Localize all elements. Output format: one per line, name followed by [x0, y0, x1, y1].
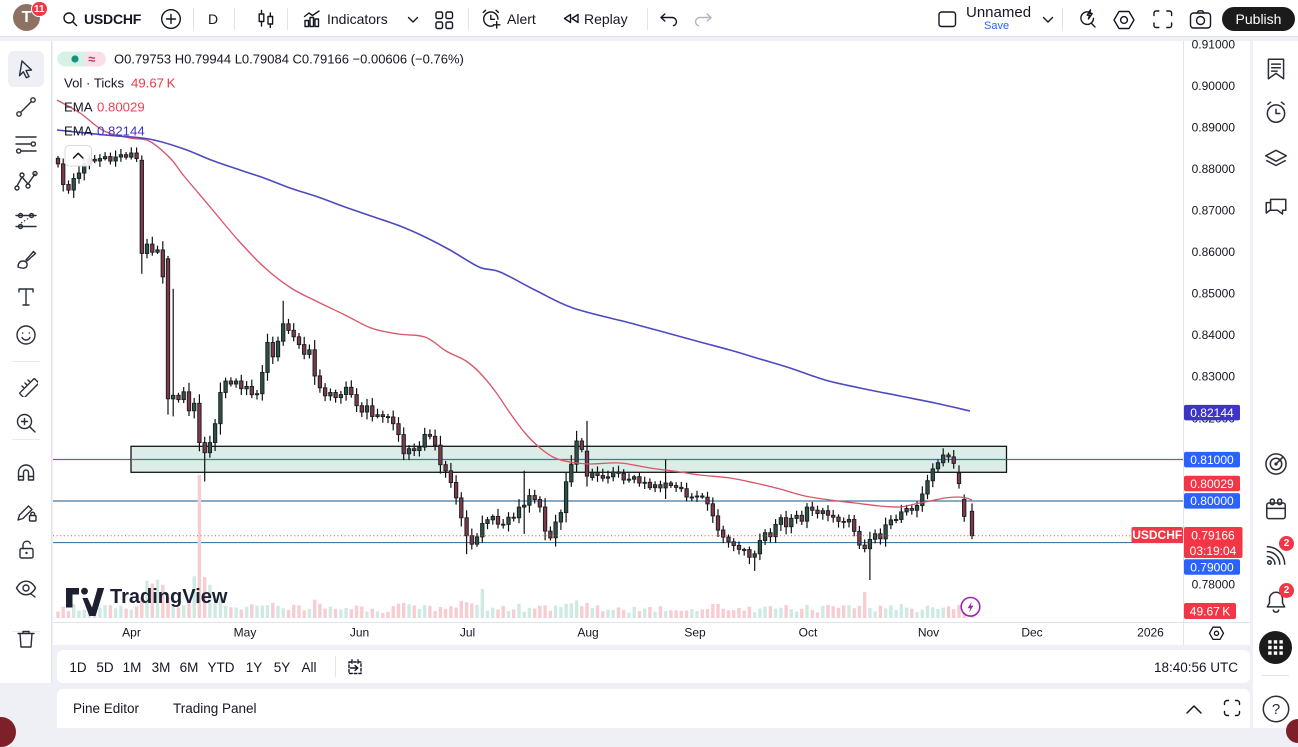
- svg-text:Vol · Ticks: Vol · Ticks: [64, 75, 124, 90]
- svg-text:USDCHF: USDCHF: [1132, 528, 1182, 542]
- svg-text:03:19:04: 03:19:04: [1190, 544, 1237, 558]
- svg-text:Aug: Aug: [577, 626, 598, 640]
- svg-text:Dec: Dec: [1021, 626, 1042, 640]
- svg-text:0.80029: 0.80029: [97, 99, 145, 114]
- svg-text:Apr: Apr: [122, 626, 141, 640]
- svg-text:Nov: Nov: [918, 626, 939, 640]
- svg-text:0.79166: 0.79166: [1191, 529, 1235, 543]
- svg-text:49.67 K: 49.67 K: [131, 75, 176, 90]
- svg-text:0.83000: 0.83000: [1192, 370, 1236, 384]
- svg-text:0.80000: 0.80000: [1190, 494, 1234, 508]
- svg-text:0.89000: 0.89000: [1192, 120, 1236, 134]
- svg-text:Sep: Sep: [684, 626, 706, 640]
- svg-text:0.82144: 0.82144: [1190, 406, 1234, 420]
- svg-text:0.90000: 0.90000: [1192, 79, 1236, 93]
- svg-text:49.67 K: 49.67 K: [1190, 604, 1230, 618]
- svg-text:EMA: EMA: [64, 123, 93, 138]
- svg-text:Jul: Jul: [460, 626, 475, 640]
- svg-text:0.87000: 0.87000: [1192, 204, 1236, 218]
- svg-text:0.86000: 0.86000: [1192, 245, 1236, 259]
- svg-text:0.84000: 0.84000: [1192, 328, 1236, 342]
- svg-text:0.82144: 0.82144: [97, 123, 145, 138]
- svg-text:0.91000: 0.91000: [1192, 37, 1236, 51]
- svg-text:?: ?: [1272, 701, 1280, 718]
- svg-text:O0.79753 H0.79944 L0.79084 C0.: O0.79753 H0.79944 L0.79084 C0.79166 −0.0…: [114, 51, 464, 66]
- svg-text:0.85000: 0.85000: [1192, 287, 1236, 301]
- svg-text:0.78000: 0.78000: [1192, 577, 1236, 591]
- svg-text:0.81000: 0.81000: [1190, 453, 1234, 467]
- svg-text:0.79000: 0.79000: [1190, 560, 1234, 574]
- svg-text:EMA: EMA: [64, 99, 93, 114]
- svg-text:Oct: Oct: [799, 626, 818, 640]
- svg-text:0.80029: 0.80029: [1190, 477, 1234, 491]
- svg-text:2026: 2026: [1137, 626, 1164, 640]
- svg-text:0.88000: 0.88000: [1192, 162, 1236, 176]
- svg-text:≈: ≈: [88, 52, 95, 67]
- svg-text:TradingView: TradingView: [110, 586, 228, 608]
- svg-text:Jun: Jun: [350, 626, 369, 640]
- svg-text:May: May: [234, 626, 257, 640]
